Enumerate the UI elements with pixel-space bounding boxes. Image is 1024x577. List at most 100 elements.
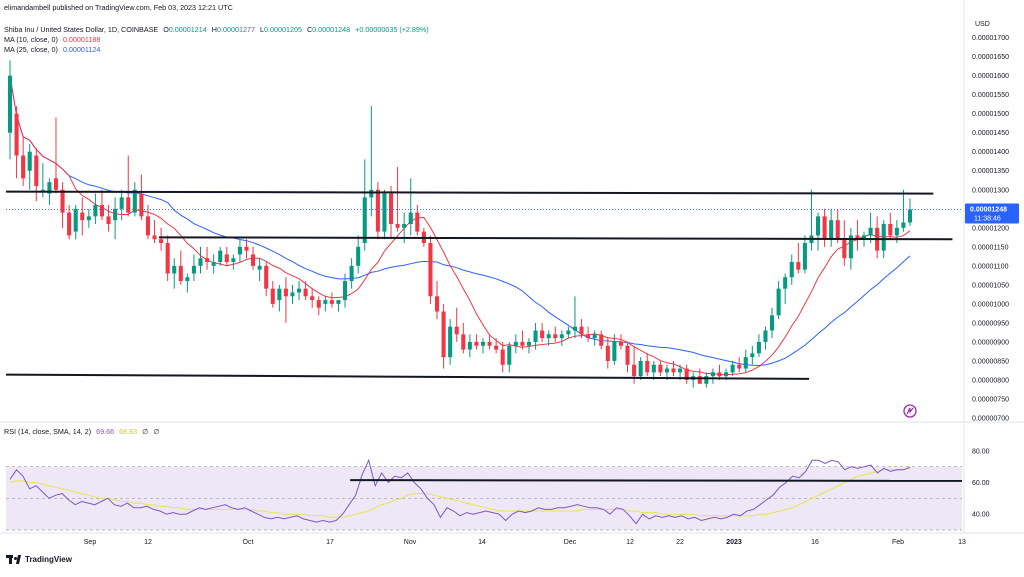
candle (605, 338, 610, 369)
tradingview-logo[interactable]: TradingView (6, 555, 72, 564)
candle-body (428, 243, 433, 297)
ma10-value: 0.00001188 (62, 35, 101, 44)
candle (815, 212, 821, 251)
candle-body (80, 212, 85, 221)
candle (618, 334, 623, 350)
candle (224, 246, 229, 266)
change-value: +0.00000035 (+2.89%) (355, 25, 429, 34)
time-tick-label: Sep (84, 539, 97, 546)
candle (559, 330, 564, 346)
candle (848, 227, 853, 270)
candle (14, 106, 19, 179)
candle (776, 281, 781, 320)
candle (855, 220, 860, 251)
candle (27, 144, 32, 190)
candle-body (316, 300, 321, 308)
open-label: O (163, 25, 169, 34)
candle (783, 273, 788, 304)
candle (796, 243, 801, 274)
candle (251, 246, 256, 270)
candle-body (710, 372, 715, 377)
candle-body (362, 197, 367, 244)
price-badge-countdown: 11:38:46 (974, 216, 1001, 223)
candle-body (605, 345, 610, 361)
candle-body (697, 376, 702, 384)
time-tick-label: 22 (676, 539, 684, 546)
candle (901, 189, 906, 232)
candle-body (881, 224, 886, 251)
candle (323, 296, 328, 312)
candle-body (126, 197, 131, 213)
indicator-icon-bolt (906, 407, 914, 415)
candle (343, 273, 348, 308)
price-tick-label: 0.00000900 (972, 339, 1009, 346)
candle (566, 326, 571, 339)
candle (428, 235, 433, 304)
candle (454, 307, 459, 342)
candle (21, 136, 26, 186)
candle-body (198, 258, 203, 266)
price-tick-label: 0.00001150 (972, 244, 1009, 251)
candle-body (139, 193, 144, 217)
price-tick-label: 0.00001500 (972, 111, 1009, 118)
candle (756, 334, 761, 358)
candle-body (185, 277, 190, 282)
candle (658, 360, 663, 377)
candle (612, 334, 617, 365)
candle (671, 360, 676, 377)
candle-body (172, 265, 177, 274)
candle (119, 189, 124, 221)
ohlc-high: H0.00001277 (212, 25, 255, 34)
candle (211, 254, 216, 274)
candle (205, 246, 210, 270)
candle-body (408, 212, 413, 224)
time-tick-label: 2023 (726, 539, 742, 546)
level-line (5, 373, 810, 380)
candle-body (349, 265, 354, 282)
candle (178, 250, 183, 285)
candle (80, 197, 85, 236)
candle-body (829, 220, 834, 240)
candle (244, 239, 249, 259)
candle-body (132, 189, 137, 213)
candle (533, 322, 538, 350)
candle (651, 360, 656, 380)
candle-body (566, 330, 571, 335)
ma25-label: MA (25, close, 0) (4, 45, 58, 54)
candle (237, 239, 242, 263)
candle (770, 307, 775, 339)
candle-body (533, 330, 538, 342)
candle-body (704, 376, 709, 384)
candle-body (907, 209, 913, 223)
candle-body (53, 178, 59, 190)
candle (126, 155, 131, 217)
candle-body (750, 353, 755, 358)
candle-body (743, 357, 748, 369)
candle (697, 368, 702, 384)
candle-body (264, 265, 269, 289)
candle (546, 330, 551, 346)
ma25-value: 0.00001124 (62, 45, 101, 54)
candle (579, 319, 584, 339)
candle (494, 338, 499, 354)
candle-body (343, 281, 348, 301)
candle-body (257, 265, 262, 270)
candle-body (618, 341, 623, 346)
candle-body (211, 262, 216, 266)
candle-body (638, 360, 643, 377)
candle-body (388, 193, 394, 224)
candle (448, 319, 453, 365)
candle (297, 281, 302, 301)
candle (408, 178, 413, 236)
candle-body (165, 243, 170, 274)
rsi-tick-label: 40.00 (972, 512, 990, 519)
candle (382, 189, 387, 240)
candle (198, 246, 203, 274)
candle (763, 326, 768, 350)
candle-body (152, 235, 157, 240)
time-tick-label: 12 (626, 539, 634, 546)
candle-body (612, 341, 617, 361)
candle-body (310, 296, 315, 301)
candle-body (586, 334, 591, 339)
